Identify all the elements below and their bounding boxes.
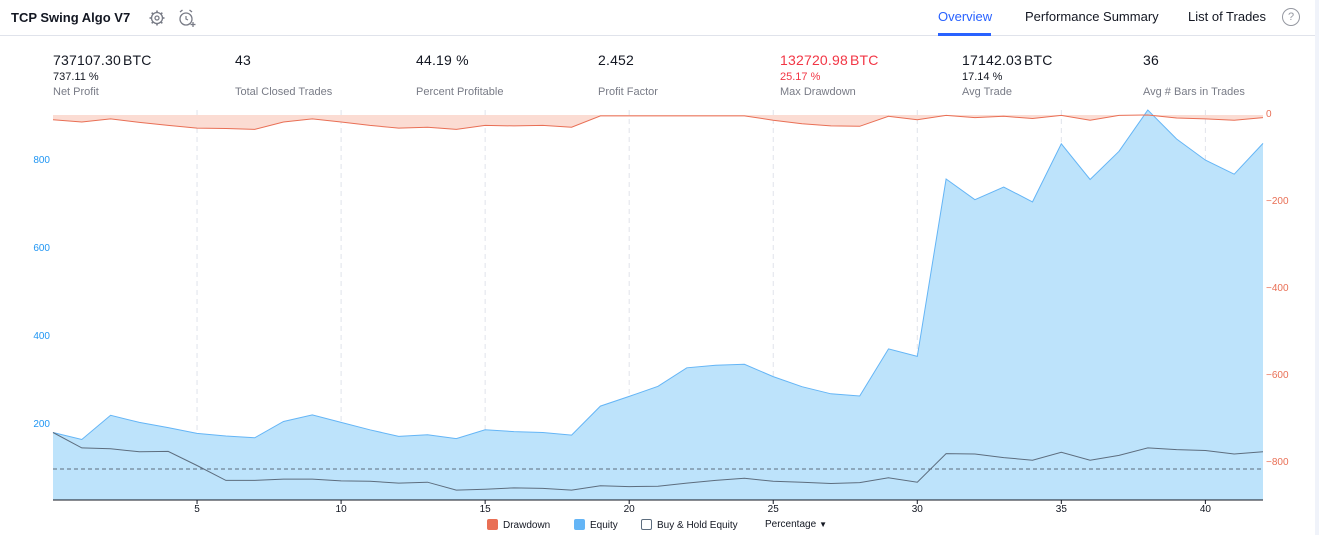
right-axis-label-0: 0: [1266, 109, 1272, 120]
x-axis-label-20: 20: [623, 504, 635, 515]
tab-list-of-trades[interactable]: List of Trades: [1188, 9, 1267, 24]
right-axis-label--600: −600: [1266, 370, 1289, 381]
metric-total-closed-trades: 43 Total Closed Trades: [235, 52, 405, 98]
total-closed-trades-value: 43: [235, 52, 251, 68]
strategy-title: TCP Swing Algo V7: [11, 10, 131, 25]
legend-buyhold-label: Buy & Hold Equity: [657, 520, 738, 531]
x-axis-label-40: 40: [1199, 504, 1211, 515]
help-icon[interactable]: ?: [1282, 8, 1300, 26]
avg-trade-percent: 17.14 %: [962, 71, 1003, 83]
buyhold-swatch: [641, 519, 652, 530]
left-axis-label-600: 600: [33, 243, 50, 254]
percent-profitable-label: Percent Profitable: [416, 86, 504, 98]
legend-buy-hold[interactable]: Buy & Hold Equity: [641, 519, 738, 531]
metric-percent-profitable: 44.19 % Percent Profitable: [416, 52, 586, 98]
equity-area: [53, 110, 1263, 500]
right-axis-label--400: −400: [1266, 283, 1289, 294]
right-axis-label--200: −200: [1266, 196, 1289, 207]
max-drawdown-label: Max Drawdown: [780, 86, 856, 98]
max-drawdown-value: 132720.98: [780, 52, 848, 68]
metric-profit-factor: 2.452 Profit Factor: [598, 52, 768, 98]
gear-icon[interactable]: [147, 8, 167, 28]
percentage-dropdown[interactable]: Percentage ▼: [765, 519, 827, 530]
x-axis-label-30: 30: [911, 504, 923, 515]
max-drawdown-unit: BTC: [849, 52, 879, 68]
left-axis-label-400: 400: [33, 331, 50, 342]
avg-trade-unit: BTC: [1024, 52, 1053, 68]
profit-factor-value: 2.452: [598, 52, 635, 68]
equity-line: [52, 109, 1264, 441]
metric-max-drawdown: 132720.98 BTC 25.17 % Max Drawdown: [780, 52, 950, 98]
net-profit-percent: 737.11 %: [53, 71, 99, 83]
header-bar: TCP Swing Algo V7 Overview Performance S…: [0, 0, 1319, 36]
net-profit-unit: BTC: [122, 52, 152, 68]
x-axis-label-5: 5: [194, 504, 200, 515]
legend-equity[interactable]: Equity: [574, 519, 618, 531]
max-drawdown-percent: 25.17 %: [780, 71, 821, 83]
alarm-clock-add-icon[interactable]: [177, 8, 197, 28]
total-closed-trades-label: Total Closed Trades: [235, 86, 333, 98]
x-axis-label-25: 25: [767, 504, 779, 515]
avg-bars-label: Avg # Bars in Trades: [1143, 86, 1245, 98]
right-axis-label--800: −800: [1266, 457, 1289, 468]
percentage-dropdown-label: Percentage: [765, 519, 817, 530]
x-axis-label-15: 15: [479, 504, 491, 515]
equity-swatch: [574, 519, 585, 530]
tab-performance-summary[interactable]: Performance Summary: [1025, 9, 1159, 24]
left-axis-label-200: 200: [33, 419, 50, 430]
tab-overview[interactable]: Overview: [938, 9, 993, 24]
metric-avg-bars: 36 Avg # Bars in Trades: [1143, 52, 1313, 98]
net-profit-value: 737107.30: [53, 52, 121, 68]
drawdown-line: [52, 114, 1264, 130]
left-axis-label-800: 800: [33, 155, 50, 166]
legend-drawdown[interactable]: Drawdown: [487, 519, 550, 531]
drawdown-swatch: [487, 519, 498, 530]
legend-drawdown-label: Drawdown: [503, 520, 551, 531]
net-profit-label: Net Profit: [53, 86, 99, 98]
avg-trade-label: Avg Trade: [962, 86, 1012, 98]
percent-profitable-value: 44.19 %: [416, 52, 469, 68]
active-tab-indicator: [938, 33, 991, 36]
scrollbar[interactable]: [1315, 0, 1319, 535]
metric-net-profit: 737107.30 BTC 737.11 % Net Profit: [53, 52, 223, 98]
buy-hold-line: [52, 432, 1264, 491]
x-axis-label-35: 35: [1055, 504, 1067, 515]
profit-factor-label: Profit Factor: [598, 86, 658, 98]
avg-trade-value: 17142.03: [962, 52, 1022, 68]
chevron-down-icon: ▼: [819, 520, 828, 529]
x-axis-label-10: 10: [335, 504, 347, 515]
drawdown-area: [53, 115, 1263, 130]
legend-equity-label: Equity: [590, 520, 618, 531]
metric-avg-trade: 17142.03 BTC 17.14 % Avg Trade: [962, 52, 1132, 98]
avg-bars-value: 36: [1143, 52, 1159, 68]
